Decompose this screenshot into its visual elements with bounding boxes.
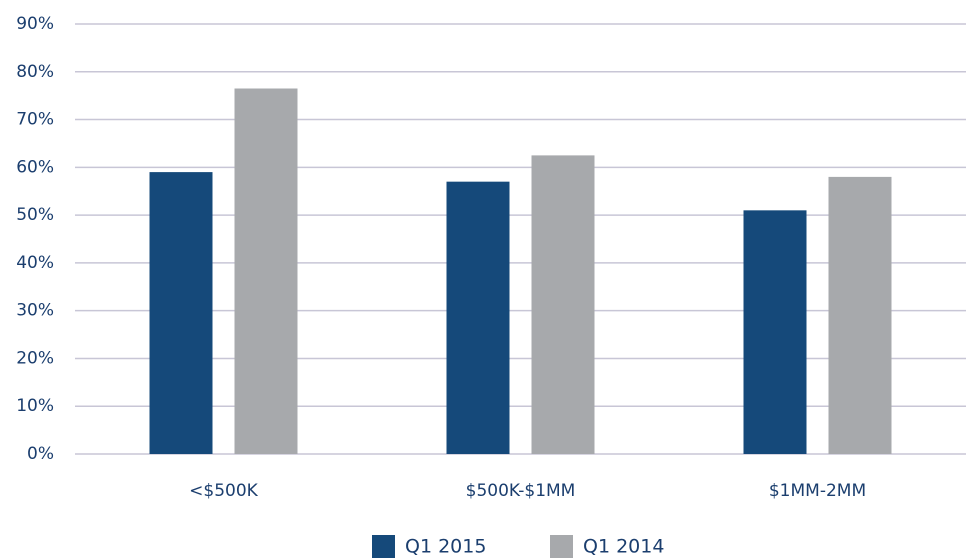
y-tick-label: 40% bbox=[16, 253, 54, 273]
legend-label: Q1 2015 bbox=[405, 536, 486, 558]
legend-label: Q1 2014 bbox=[583, 536, 664, 558]
y-tick-label: 50% bbox=[16, 205, 54, 225]
y-tick-label: 20% bbox=[16, 348, 54, 368]
bar bbox=[828, 176, 892, 454]
legend-swatch bbox=[372, 535, 395, 558]
y-tick-label: 60% bbox=[16, 157, 54, 177]
bar bbox=[234, 88, 298, 454]
y-tick-label: 90% bbox=[16, 14, 54, 34]
y-tick-label: 80% bbox=[16, 62, 54, 82]
y-tick-label: 70% bbox=[16, 110, 54, 130]
bar bbox=[743, 210, 807, 454]
y-tick-label: 30% bbox=[16, 301, 54, 321]
bar bbox=[149, 172, 213, 454]
legend-swatch bbox=[550, 535, 573, 558]
y-tick-label: 10% bbox=[16, 396, 54, 416]
x-tick-label: <$500K bbox=[189, 481, 259, 501]
x-tick-label: $1MM-2MM bbox=[769, 481, 866, 501]
bar bbox=[531, 155, 595, 454]
bar bbox=[446, 181, 510, 454]
y-tick-label: 0% bbox=[27, 444, 54, 464]
x-tick-label: $500K-$1MM bbox=[466, 481, 576, 501]
